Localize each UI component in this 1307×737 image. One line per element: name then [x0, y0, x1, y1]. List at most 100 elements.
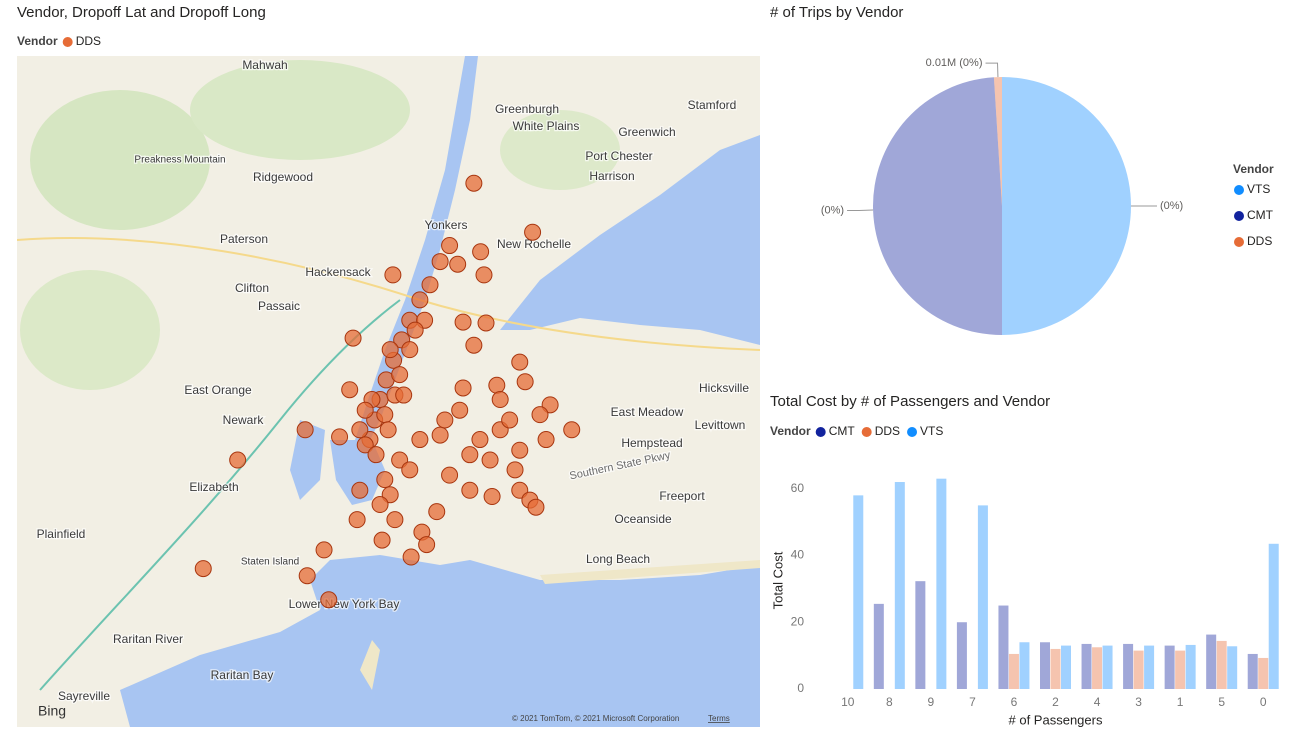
- x-tick-label: 10: [841, 695, 855, 709]
- place-label: Staten Island: [241, 557, 299, 568]
- dropoff-point: [563, 421, 581, 439]
- bar: [936, 478, 947, 689]
- place-label: Ridgewood: [253, 170, 313, 184]
- dropoff-point: [431, 253, 449, 271]
- dropoff-point: [472, 243, 490, 261]
- bar: [1008, 653, 1019, 689]
- x-tick-label: 6: [1011, 695, 1018, 709]
- x-axis-title: # of Passengers: [1009, 712, 1103, 727]
- place-label: Sayreville: [58, 689, 110, 703]
- place-label: Raritan Bay: [211, 668, 274, 682]
- dropoff-point: [475, 266, 493, 284]
- bar: [1061, 645, 1071, 689]
- long-island-sound: [500, 135, 760, 345]
- map-terms: Terms: [708, 714, 730, 723]
- dropoff-point: [348, 511, 366, 529]
- dropoff-point: [449, 255, 467, 273]
- place-label: Harrison: [589, 169, 634, 183]
- newark-bay: [290, 420, 325, 500]
- place-label: Freeport: [659, 489, 705, 503]
- dropoff-point: [516, 373, 534, 391]
- dropoff-point: [371, 496, 389, 514]
- place-label: Oceanside: [614, 512, 672, 526]
- dropoff-point: [418, 536, 436, 554]
- dropoff-point: [298, 567, 316, 585]
- legend-label: CMT: [829, 424, 856, 438]
- bar: [998, 605, 1009, 689]
- x-tick-label: 5: [1218, 695, 1225, 709]
- place-label: Hempstead: [621, 436, 682, 450]
- y-axis-title: Total Cost: [770, 551, 785, 609]
- data-label: (0%): [821, 204, 844, 216]
- dropoff-point: [491, 391, 509, 409]
- dropoff-point: [465, 336, 483, 354]
- dropoff-point: [351, 481, 369, 499]
- bar: [1164, 645, 1175, 689]
- place-label: Greenburgh: [495, 102, 559, 116]
- dropoff-point: [376, 471, 394, 489]
- place-label: New Rochelle: [497, 237, 571, 251]
- dropoff-point: [356, 401, 374, 419]
- dropoff-point: [421, 276, 439, 294]
- park: [190, 60, 410, 160]
- legend-label: VTS: [920, 424, 943, 438]
- x-tick-label: 1: [1177, 695, 1184, 709]
- dropoff-point: [376, 406, 394, 424]
- map-title: Vendor, Dropoff Lat and Dropoff Long: [17, 4, 266, 21]
- legend-label: DDS: [1247, 234, 1272, 248]
- dropoff-point: [402, 548, 420, 566]
- pie-slice: [873, 77, 1002, 336]
- bar: [873, 603, 884, 689]
- dropoff-point: [296, 421, 314, 439]
- dropoff-point: [351, 421, 369, 439]
- y-tick-label: 60: [791, 481, 805, 495]
- bar: [1216, 640, 1227, 689]
- dropoff-point: [356, 436, 374, 454]
- pie-slice: [1002, 77, 1131, 335]
- bar: [894, 482, 905, 689]
- bar: [1258, 657, 1269, 689]
- bar: [1081, 643, 1092, 689]
- dropoff-point: [401, 341, 419, 359]
- bar: [1144, 645, 1155, 689]
- place-label: Lower New York Bay: [289, 597, 400, 611]
- x-tick-label: 3: [1135, 695, 1142, 709]
- place-label: Preakness Mountain: [134, 155, 225, 166]
- dropoff-point: [379, 421, 397, 439]
- place-label: Hackensack: [305, 265, 371, 279]
- place-label: Elizabeth: [189, 480, 238, 494]
- bar: [1206, 634, 1217, 689]
- dropoff-point: [373, 531, 391, 549]
- bar: [1175, 650, 1186, 689]
- bar: [1268, 543, 1279, 689]
- legend-title: Vendor: [770, 424, 811, 438]
- dropoff-point: [471, 431, 489, 449]
- legend-marker: [861, 427, 872, 437]
- bar-title: Total Cost by # of Passengers and Vendor: [770, 393, 1050, 410]
- dropoff-point: [381, 341, 399, 359]
- place-label: Port Chester: [585, 149, 652, 163]
- dropoff-point: [229, 451, 247, 469]
- place-label: Plainfield: [37, 527, 86, 541]
- legend-marker: [907, 427, 918, 437]
- legend-marker: [1234, 237, 1244, 247]
- place-label: White Plains: [513, 119, 580, 133]
- bar: [1102, 645, 1113, 689]
- dropoff-point: [344, 329, 362, 347]
- place-label: East Meadow: [611, 405, 684, 419]
- map-background: [17, 56, 760, 727]
- dropoff-point: [367, 446, 385, 464]
- bar: [1092, 647, 1103, 689]
- map-attribution: © 2021 TomTom, © 2021 Microsoft Corporat…: [512, 714, 679, 723]
- dropoff-point: [527, 498, 545, 516]
- x-tick-label: 8: [886, 695, 893, 709]
- dropoff-point: [315, 541, 333, 559]
- y-tick-label: 20: [791, 614, 805, 628]
- dropoff-point: [501, 411, 519, 429]
- place-label: Levittown: [695, 418, 746, 432]
- hudson-river: [355, 56, 478, 440]
- dropoff-point: [331, 428, 349, 446]
- dropoff-point: [411, 431, 429, 449]
- legend-marker: [1234, 185, 1244, 195]
- dropoff-point: [537, 431, 555, 449]
